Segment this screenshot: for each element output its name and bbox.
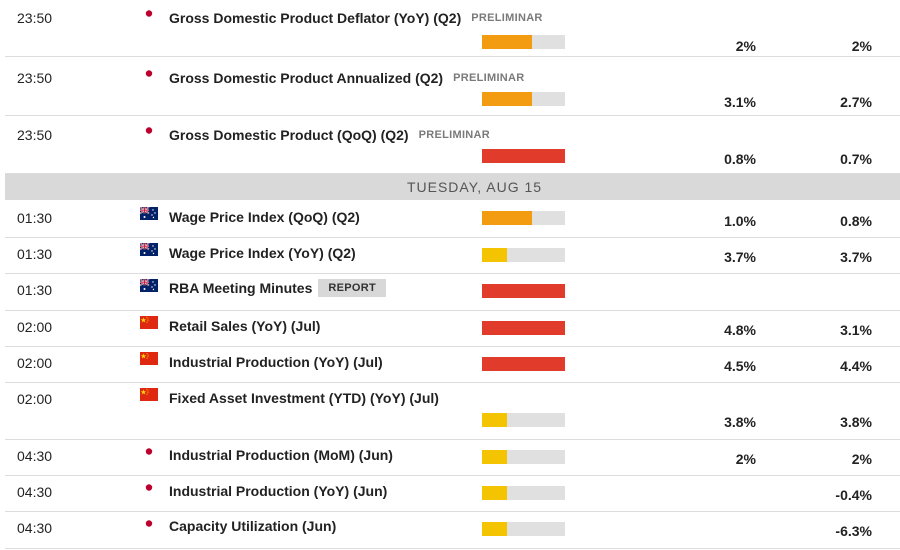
impact-bar	[482, 149, 565, 163]
forecast-value: 2%	[851, 451, 872, 467]
event-name[interactable]: Industrial Production (MoM) (Jun)	[169, 447, 393, 463]
impact-bar	[482, 321, 565, 335]
event-time: 02:00	[17, 319, 53, 335]
event-row[interactable]: 04:30 Industrial Production (YoY) (Jun) …	[5, 476, 900, 512]
event-row[interactable]: 02:00 Fixed Asset Investment (YTD) (YoY)…	[5, 383, 900, 440]
event-time: 23:50	[17, 10, 53, 26]
event-time: 01:30	[17, 246, 53, 262]
impact-fill	[482, 413, 507, 427]
japan-flag-icon	[140, 517, 158, 530]
forecast-value: 4.4%	[840, 358, 872, 374]
australia-flag-icon	[139, 278, 158, 292]
event-time: 02:00	[17, 355, 53, 371]
forecast-value: -0.4%	[835, 487, 872, 503]
china-flag-icon	[140, 352, 158, 365]
impact-bar	[482, 357, 565, 371]
event-row[interactable]: 04:30 Industrial Production (MoM) (Jun) …	[5, 440, 900, 476]
event-row[interactable]: 23:50 Gross Domestic Product Annualized …	[5, 58, 900, 116]
event-row[interactable]: 01:30 RBA Meeting Minutes REPORT	[5, 274, 900, 311]
preliminary-tag: PRELIMINAR	[471, 12, 543, 24]
impact-fill	[482, 248, 507, 262]
event-row[interactable]: 04:30 Capacity Utilization (Jun) -6.3%	[5, 512, 900, 549]
china-flag-icon	[140, 316, 158, 329]
event-name[interactable]: Wage Price Index (QoQ) (Q2)	[169, 209, 360, 225]
event-name[interactable]: RBA Meeting Minutes	[169, 280, 313, 296]
impact-bar	[482, 92, 565, 106]
impact-fill	[482, 92, 532, 106]
event-name[interactable]: Industrial Production (YoY) (Jul)	[169, 354, 383, 370]
impact-bar	[482, 211, 565, 225]
impact-fill	[482, 450, 507, 464]
impact-fill	[482, 357, 565, 371]
china-flag-icon	[140, 388, 158, 401]
event-name[interactable]: Gross Domestic Product Deflator (YoY) (Q…	[169, 10, 462, 26]
preliminary-tag: PRELIMINAR	[453, 72, 525, 84]
forecast-value: 3.1%	[840, 322, 872, 338]
date-header: TUESDAY, AUG 15	[5, 174, 900, 200]
japan-flag-icon	[140, 124, 158, 137]
actual-value: 0.8%	[724, 151, 756, 167]
actual-value: 3.7%	[724, 249, 756, 265]
event-row[interactable]: 02:00 Retail Sales (YoY) (Jul) 4.8% 3.1%	[5, 311, 900, 347]
event-name[interactable]: Retail Sales (YoY) (Jul)	[169, 318, 321, 334]
event-name[interactable]: Industrial Production (YoY) (Jun)	[169, 483, 388, 499]
actual-value: 2%	[735, 38, 756, 54]
date-header-label: TUESDAY, AUG 15	[406, 179, 543, 195]
impact-bar	[482, 284, 565, 298]
impact-fill	[482, 522, 507, 536]
impact-bar	[482, 35, 565, 49]
australia-flag-icon	[139, 206, 158, 220]
actual-value: 3.1%	[724, 94, 756, 110]
event-row[interactable]: 23:50 Gross Domestic Product Deflator (Y…	[5, 0, 900, 57]
actual-value: 3.8%	[724, 414, 756, 430]
event-time: 02:00	[17, 391, 53, 407]
australia-flag-icon	[139, 242, 158, 256]
event-time: 04:30	[17, 520, 53, 536]
japan-flag-icon	[140, 67, 158, 80]
forecast-value: -6.3%	[835, 523, 872, 539]
event-name[interactable]: Wage Price Index (YoY) (Q2)	[169, 245, 356, 261]
preliminary-tag: PRELIMINAR	[418, 129, 491, 141]
forecast-value: 3.7%	[840, 249, 872, 265]
report-button[interactable]: REPORT	[318, 279, 387, 297]
event-name[interactable]: Gross Domestic Product (QoQ) (Q2)	[169, 127, 409, 143]
event-time: 23:50	[17, 70, 53, 86]
forecast-value: 0.8%	[840, 213, 872, 229]
event-name[interactable]: Capacity Utilization (Jun)	[169, 518, 337, 534]
impact-bar	[482, 450, 565, 464]
impact-bar	[482, 522, 565, 536]
event-name[interactable]: Fixed Asset Investment (YTD) (YoY) (Jul)	[169, 390, 439, 406]
impact-fill	[482, 284, 565, 298]
impact-bar	[482, 486, 565, 500]
event-time: 01:30	[17, 210, 53, 226]
event-row[interactable]: 01:30 Wage Price Index (QoQ) (Q2) 1.0% 0…	[5, 201, 900, 238]
japan-flag-icon	[140, 7, 158, 20]
japan-flag-icon	[140, 445, 158, 458]
actual-value: 4.5%	[724, 358, 756, 374]
japan-flag-icon	[140, 481, 158, 494]
event-row[interactable]: 01:30 Wage Price Index (YoY) (Q2) 3.7% 3…	[5, 238, 900, 274]
forecast-value: 2%	[851, 38, 872, 54]
forecast-value: 0.7%	[840, 151, 872, 167]
event-row[interactable]: 02:00 Industrial Production (YoY) (Jul) …	[5, 347, 900, 383]
impact-fill	[482, 321, 565, 335]
actual-value: 1.0%	[724, 213, 756, 229]
event-time: 23:50	[17, 127, 53, 143]
actual-value: 2%	[735, 451, 756, 467]
event-time: 01:30	[17, 282, 53, 298]
event-time: 04:30	[17, 448, 53, 464]
event-row[interactable]: 23:50 Gross Domestic Product (QoQ) (Q2) …	[5, 116, 900, 174]
impact-bar	[482, 248, 565, 262]
forecast-value: 2.7%	[840, 94, 872, 110]
event-time: 04:30	[17, 484, 53, 500]
impact-fill	[482, 486, 507, 500]
event-name[interactable]: Gross Domestic Product Annualized (Q2)	[169, 70, 444, 86]
impact-fill	[482, 211, 532, 225]
actual-value: 4.8%	[724, 322, 756, 338]
impact-fill	[482, 35, 532, 49]
impact-fill	[482, 149, 565, 163]
forecast-value: 3.8%	[840, 414, 872, 430]
impact-bar	[482, 413, 565, 427]
